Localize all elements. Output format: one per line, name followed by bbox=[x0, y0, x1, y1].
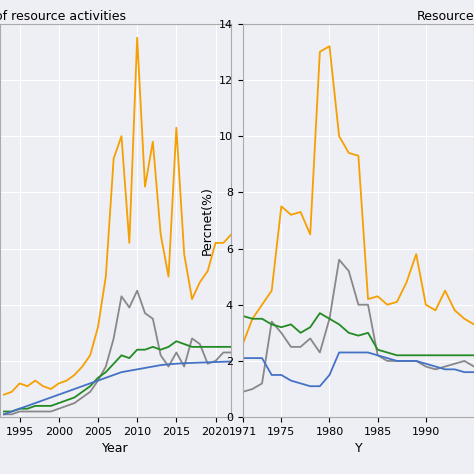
Y-axis label: Percnet(%): Percnet(%) bbox=[201, 186, 213, 255]
X-axis label: Y: Y bbox=[355, 442, 362, 456]
X-axis label: Year: Year bbox=[102, 442, 129, 456]
Text: Resource: Resource bbox=[416, 9, 474, 23]
Text: of resource activities: of resource activities bbox=[0, 9, 127, 23]
